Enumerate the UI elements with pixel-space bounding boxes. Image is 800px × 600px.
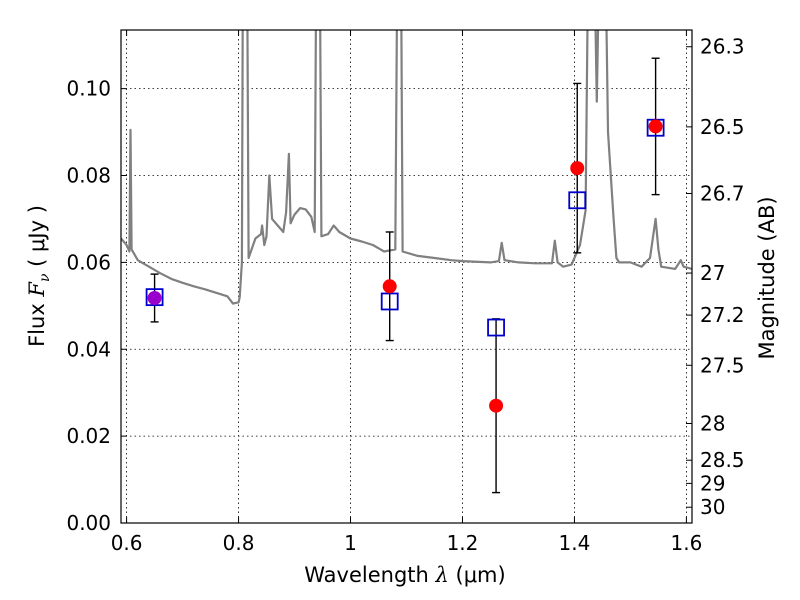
y-tick-label: 0.08 [66,164,111,188]
y-tick-label: 0.00 [66,511,111,535]
x-tick-label: 0.6 [111,531,143,555]
x-axis-label: Wavelength λ (μm) [304,563,505,587]
model-spectrum-line [121,30,692,305]
model-flux-square [145,288,164,307]
magnitude-axis-label: Magnitude (AB) [755,196,779,359]
magnitude-tick-label: 27 [700,261,725,285]
errorbar-layer [150,57,660,494]
magnitude-tick-label: 30 [700,495,725,519]
magnitude-tick-label: 28.5 [700,448,745,472]
observed-flux-point [570,161,585,176]
y-tick-label: 0.04 [66,337,111,361]
observed-flux-point [147,291,162,306]
magnitude-tick-label: 27.2 [700,303,745,327]
y-axis-label: Flux Fν ( μJy ) [25,205,53,347]
x-tick-label: 1 [344,531,357,555]
model-marker-layer [145,118,665,337]
x-tick-label: 1.4 [559,531,591,555]
observed-flux-point [489,398,504,413]
model-flux-square [380,292,399,311]
observed-flux-point [648,119,663,134]
magnitude-tick-label: 26.3 [700,35,745,59]
x-tick-label: 1.6 [670,531,702,555]
x-tick-label: 0.8 [223,531,255,555]
y-tick-label: 0.10 [66,77,111,101]
spectrum-layer [121,30,692,305]
y-axis-ticks: 0.00 0.02 0.04 0.06 0.08 0.10 [66,77,127,535]
grid [121,30,692,524]
model-flux-square [568,191,587,210]
observed-marker-layer [147,119,663,413]
plot-frame [120,29,693,524]
model-flux-square [487,318,505,337]
y-tick-label: 0.06 [66,250,111,274]
observed-flux-point [382,279,397,294]
x-axis-ticks: 0.6 0.8 1 1.2 1.4 1.6 [111,30,702,555]
magnitude-tick-label: 26.5 [700,115,745,139]
magnitude-tick-label: 27.5 [700,353,745,377]
y-tick-label: 0.02 [66,424,111,448]
x-tick-label: 1.2 [447,531,479,555]
magnitude-tick-label: 28 [700,411,725,435]
magnitude-tick-label: 26.7 [700,182,745,206]
magnitude-tick-label: 29 [700,471,725,495]
